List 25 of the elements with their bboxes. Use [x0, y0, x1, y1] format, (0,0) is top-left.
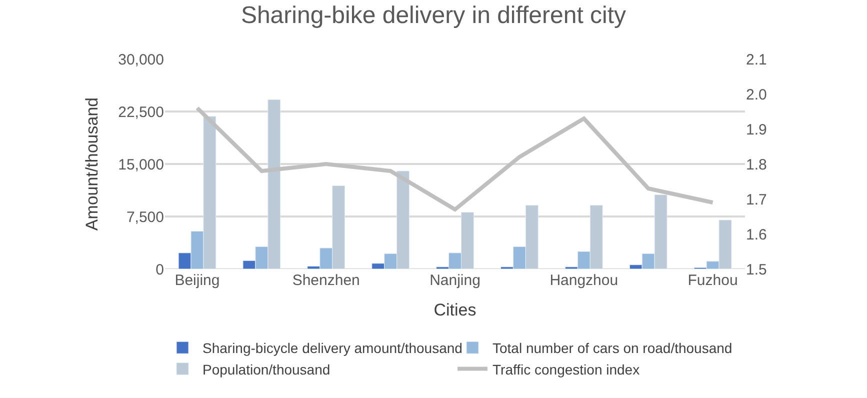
y-axis-title: Amount/thousand [82, 97, 102, 231]
line-series [195, 106, 715, 212]
y-tick-label: 7,500 [126, 208, 164, 226]
y-tick-label: 0 [156, 261, 164, 278]
y-tick-label: 22,500 [118, 104, 164, 121]
legend-label: Sharing-bicycle delivery amount/thousand [202, 340, 462, 356]
y2-tick-label: 1.6 [746, 226, 767, 244]
y2-tick-label: 1.5 [746, 261, 767, 278]
y2-tick-label: 1.7 [746, 191, 767, 208]
chart-title: Sharing-bike delivery in different city [240, 2, 626, 29]
x-tick-label: Beijing [174, 272, 220, 289]
x-tick-label: Hangzhou [550, 272, 618, 289]
y2-tick-label: 2.0 [746, 86, 767, 104]
legend-label: Total number of cars on road/thousand [492, 340, 732, 356]
y2-tick-label: 1.9 [746, 121, 767, 138]
y-tick-label: 15,000 [118, 156, 164, 174]
y2-tick-label: 1.8 [746, 156, 767, 174]
x-tick-label: Nanjing [430, 272, 480, 289]
x-tick-label: Shenzhen [292, 272, 360, 289]
y-tick-label: 30,000 [118, 51, 164, 68]
legend-label: Traffic congestion index [492, 361, 640, 378]
x-axis-title: Cities [434, 300, 476, 320]
x-tick-label: Fuzhou [688, 272, 738, 289]
y2-tick-label: 2.1 [746, 51, 767, 68]
legend-label: Population/thousand [202, 361, 330, 378]
